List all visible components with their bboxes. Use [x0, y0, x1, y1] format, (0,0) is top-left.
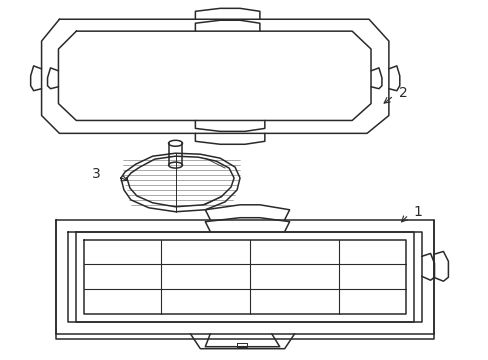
- Text: 2: 2: [398, 86, 407, 100]
- Text: 3: 3: [92, 167, 101, 181]
- Text: 1: 1: [413, 205, 422, 219]
